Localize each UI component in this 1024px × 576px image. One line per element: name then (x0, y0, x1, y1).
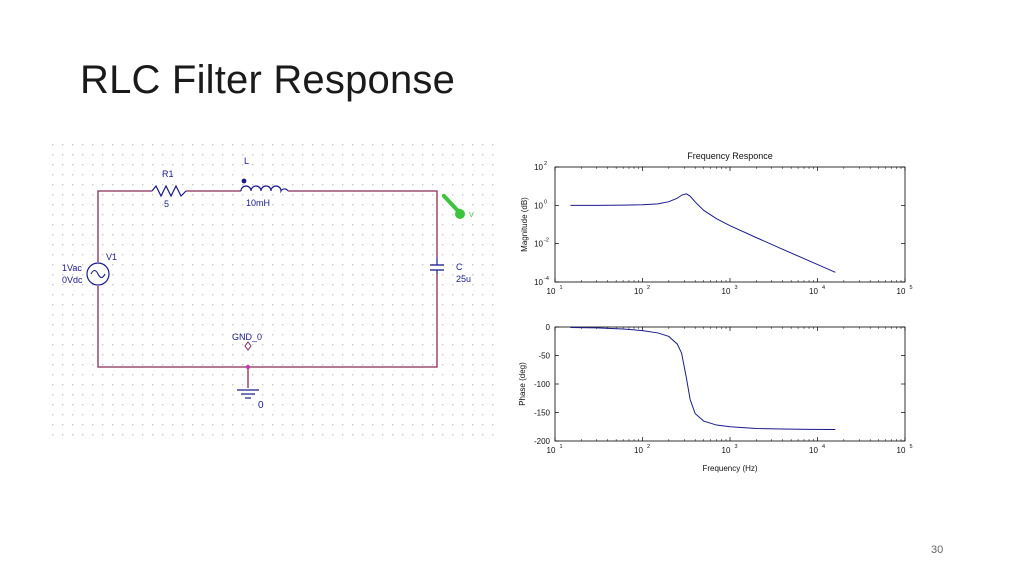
ground-label: 0 (258, 400, 264, 411)
phase-y-tick-labels: 0 -50 -100 -150 -200 (534, 323, 551, 446)
y-tick-label: -50 (538, 352, 550, 361)
y-tick-label: -100 (534, 380, 551, 389)
magnitude-series-line (570, 193, 836, 273)
y-tick-label: 0 (546, 323, 551, 332)
wires (97, 190, 438, 388)
magnitude-ticks (554, 166, 906, 283)
x-tick-label-exponent: 5 (910, 444, 913, 450)
x-tick-label: 10 (722, 446, 731, 455)
phase-xlabel: Frequency (Hz) (702, 464, 757, 473)
x-tick-label: 10 (897, 287, 906, 296)
source-dc-value: 0Vdc (62, 275, 83, 285)
x-tick-label: 10 (634, 287, 643, 296)
ground-gnd0[interactable]: GND_0 0 (232, 332, 264, 411)
rlc-schematic: R1 5 L 10mH C 25u V1 1Vac 0Vdc GND_0 0 (48, 140, 500, 440)
y-tick-label: 10 (534, 163, 543, 172)
x-tick-label: 10 (809, 287, 818, 296)
phase-x-tick-labels: 10 1 10 2 10 3 10 4 10 5 (547, 444, 913, 455)
sine-wave-icon (90, 269, 106, 279)
schematic-grid (48, 140, 500, 440)
phase-ylabel: Phase (deg) (518, 362, 527, 406)
slide-title: RLC Filter Response (80, 58, 456, 102)
x-tick-label-exponent: 1 (560, 285, 563, 291)
magnitude-ylabel: Magnitude (dB) (520, 197, 529, 252)
slide-number: 30 (931, 544, 944, 556)
wire-cap-to-bottom (248, 274, 438, 368)
magnitude-plot: Frequency Responce Magnitude (dB) 10 1 10 2… (520, 151, 913, 296)
x-tick-label-exponent: 4 (822, 285, 825, 291)
phase-axes-box (554, 326, 906, 442)
x-tick-label-exponent: 1 (560, 444, 563, 450)
inductor-value: 10mH (246, 198, 270, 208)
junction-dot (245, 364, 251, 370)
x-tick-label-exponent: 2 (647, 444, 650, 450)
capacitor-ref: C (456, 262, 463, 272)
y-tick-label: 10 (534, 201, 543, 210)
wire-bottom-left (97, 286, 248, 368)
y-tick-label: -200 (534, 437, 551, 446)
x-tick-label: 10 (634, 446, 643, 455)
magnitude-plot-title: Frequency Responce (687, 151, 773, 161)
probe-tip (442, 194, 461, 214)
bode-plots: Frequency Responce Magnitude (dB) 10 1 10 2… (518, 151, 913, 473)
x-tick-label: 10 (547, 446, 556, 455)
phase-plot: Phase (deg) Frequency (Hz) 10 1 10 2 10 3 10 4 1… (518, 323, 913, 473)
x-tick-label-exponent: 5 (910, 285, 913, 291)
capacitor-value: 25u (456, 274, 471, 284)
y-tick-label-exponent: -4 (544, 276, 549, 282)
resistor-r1[interactable]: R1 5 (151, 169, 187, 209)
x-tick-label-exponent: 3 (735, 444, 738, 450)
source-ac-value: 1Vac (62, 263, 82, 273)
x-tick-label: 10 (547, 287, 556, 296)
magnitude-x-tick-labels: 10 1 10 2 10 3 10 4 10 5 (547, 285, 913, 296)
source-ref: V1 (106, 252, 117, 262)
x-tick-label: 10 (722, 287, 731, 296)
y-tick-label-exponent: 0 (544, 199, 547, 205)
magnitude-axes-box (554, 166, 906, 283)
y-tick-label: 10 (534, 240, 543, 249)
capacitor-c[interactable]: C 25u (430, 258, 471, 284)
probe-label: V (469, 212, 474, 219)
phase-ticks (554, 326, 906, 442)
x-tick-label: 10 (897, 446, 906, 455)
x-tick-label-exponent: 2 (647, 285, 650, 291)
inductor-l[interactable]: L 10mH (240, 156, 289, 208)
ac-source-v1[interactable]: V1 1Vac 0Vdc (62, 252, 117, 286)
resistor-symbol (151, 184, 187, 198)
x-tick-label-exponent: 4 (822, 444, 825, 450)
inductor-polarity-dot (241, 178, 247, 184)
ground-net-label: GND_0 (232, 332, 262, 342)
wire-top-right (288, 190, 438, 258)
inductor-symbol (240, 185, 289, 194)
wire-top-left (97, 190, 152, 262)
y-tick-label: -150 (534, 409, 551, 418)
voltage-probe[interactable]: V (442, 194, 474, 219)
resistor-value: 5 (164, 199, 169, 209)
net-marker-diamond (244, 341, 252, 351)
phase-series-line (570, 326, 836, 431)
y-tick-label-exponent: -2 (544, 238, 549, 244)
y-tick-label-exponent: 2 (544, 161, 547, 167)
x-tick-label: 10 (809, 446, 818, 455)
inductor-ref: L (244, 156, 249, 166)
y-tick-label: 10 (534, 278, 543, 287)
x-tick-label-exponent: 3 (735, 285, 738, 291)
probe-head (455, 209, 465, 219)
resistor-ref: R1 (162, 169, 174, 179)
